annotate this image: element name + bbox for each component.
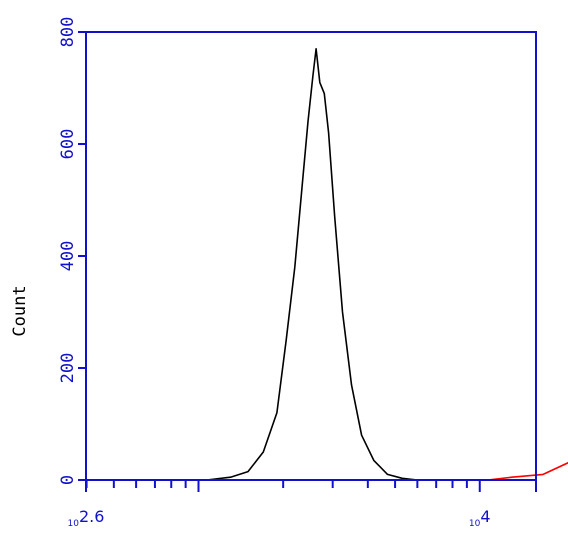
x-tick-base: 10 (68, 519, 80, 529)
y-tick-label: 800 (58, 17, 78, 48)
x-tick-label: 104 (469, 507, 491, 529)
y-axis-label: Count (10, 285, 30, 336)
x-axis-ticks: 102.6104105106107.2 (68, 480, 537, 529)
series-line-2 (434, 461, 568, 481)
series-line-1 (154, 47, 512, 481)
y-tick-label: 600 (58, 129, 78, 160)
y-tick-label: 0 (58, 475, 78, 485)
y-axis-ticks: 0 200 400 600 800 (58, 17, 86, 485)
series-layer (154, 47, 568, 481)
x-tick-base: 10 (469, 519, 481, 529)
y-tick-label: 400 (58, 241, 78, 272)
x-tick-exponent: 4 (480, 507, 490, 526)
y-tick-label: 200 (58, 353, 78, 384)
plot-frame (85, 31, 537, 481)
x-tick-label: 102.6 (68, 507, 105, 529)
x-tick-exponent: 2.6 (79, 507, 104, 526)
